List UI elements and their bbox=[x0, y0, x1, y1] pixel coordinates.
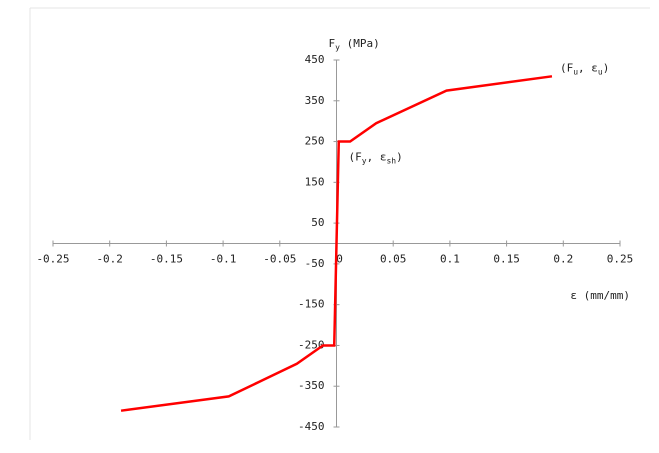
y-tick-label: -250 bbox=[298, 338, 325, 351]
y-axis-label-part: y bbox=[335, 43, 340, 52]
annotation-part: (F bbox=[349, 151, 362, 164]
y-tick-label: -350 bbox=[298, 379, 325, 392]
y-tick-label: -450 bbox=[298, 420, 325, 433]
y-tick-label: 50 bbox=[311, 216, 324, 229]
y-tick-label: 450 bbox=[305, 53, 325, 66]
annotation-part: u bbox=[573, 67, 578, 76]
x-tick-label: 0.05 bbox=[380, 253, 407, 266]
annotation-part: , ε bbox=[578, 61, 598, 74]
x-tick-label: 0.15 bbox=[493, 253, 520, 266]
x-tick-label: 0 bbox=[336, 253, 343, 266]
annotation: (Fy, εsh) bbox=[349, 151, 403, 166]
annotation-part: u bbox=[598, 67, 603, 76]
y-axis-label: Fy (MPa) bbox=[329, 37, 380, 52]
x-tick-label: -0.15 bbox=[150, 253, 183, 266]
x-tick-label: -0.25 bbox=[36, 253, 69, 266]
annotation-part: y bbox=[362, 156, 367, 165]
y-tick-label: -50 bbox=[305, 257, 325, 270]
x-axis-label: ε (mm/mm) bbox=[570, 289, 630, 302]
x-tick-label: 0.25 bbox=[607, 253, 634, 266]
annotation-part: ) bbox=[396, 151, 403, 164]
y-tick-label: 350 bbox=[305, 94, 325, 107]
annotation-part: (F bbox=[560, 61, 573, 74]
y-tick-label: 250 bbox=[305, 135, 325, 148]
annotation-part: , ε bbox=[367, 151, 387, 164]
y-tick-label: 150 bbox=[305, 175, 325, 188]
y-tick-label: -150 bbox=[298, 298, 325, 311]
annotation: (Fu, εu) bbox=[560, 61, 609, 76]
data-line bbox=[120, 75, 553, 412]
x-tick-label: 0.1 bbox=[440, 253, 460, 266]
x-tick-label: -0.05 bbox=[263, 253, 296, 266]
y-axis-label-part: F bbox=[329, 37, 336, 50]
y-axis-label-part: (MPa) bbox=[340, 37, 380, 50]
annotation-part: ) bbox=[603, 61, 610, 74]
x-tick-label: -0.2 bbox=[96, 253, 123, 266]
x-tick-label: 0.2 bbox=[553, 253, 573, 266]
x-tick-label: -0.1 bbox=[210, 253, 237, 266]
annotation-part: sh bbox=[386, 156, 396, 165]
